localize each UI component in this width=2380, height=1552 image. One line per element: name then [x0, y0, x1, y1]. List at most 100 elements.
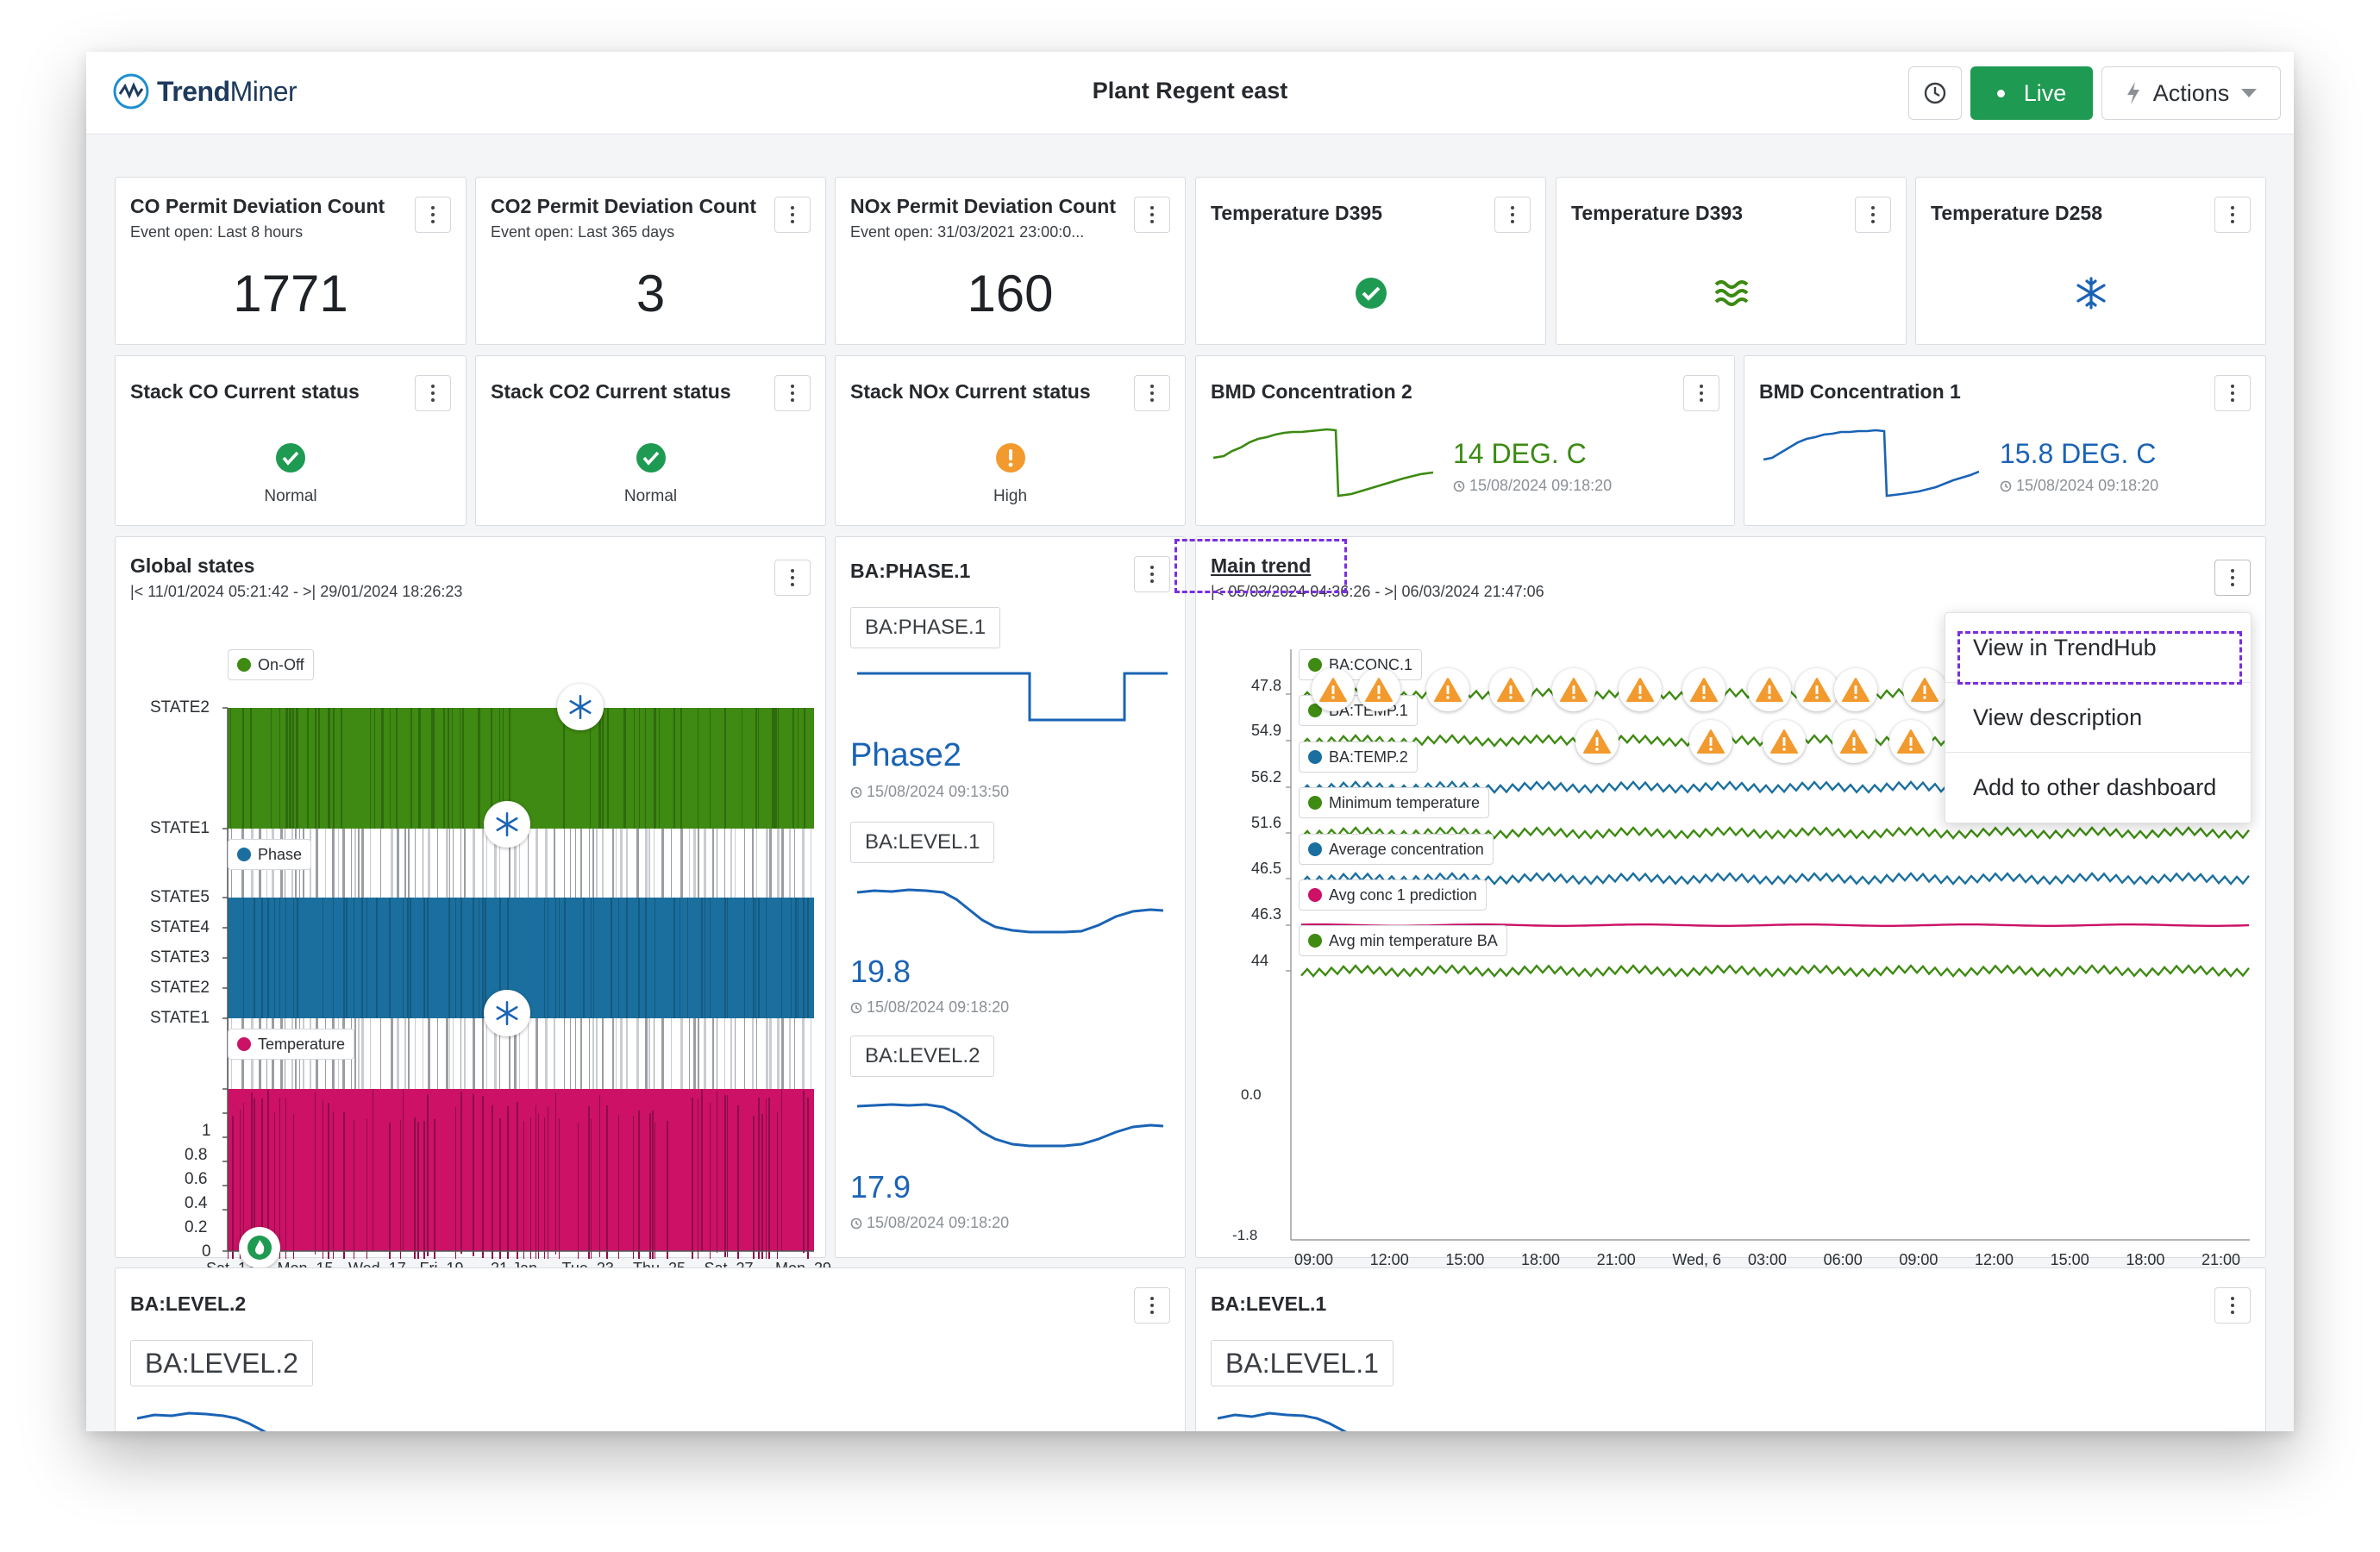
trend-legend-item[interactable]: Avg min temperature BA	[1299, 925, 1507, 956]
kebab-icon	[1700, 385, 1703, 402]
status-label: High	[993, 487, 1028, 505]
sparkline-chart	[1763, 429, 1979, 498]
tile-title: BMD Concentration 2	[1211, 380, 1412, 403]
trend-legend-item[interactable]: Average concentration	[1299, 834, 1494, 865]
tile-menu-button[interactable]	[1134, 556, 1170, 592]
series-current-value: 54.9	[1251, 722, 1282, 739]
tile-menu-button[interactable]	[1134, 375, 1170, 411]
tile-menu-button[interactable]	[774, 375, 811, 411]
kpi-value: 1771	[233, 265, 348, 322]
warning-marker[interactable]	[1489, 668, 1532, 711]
actions-button[interactable]: Actions	[2101, 66, 2281, 120]
state-marker[interactable]	[239, 1227, 280, 1268]
sparkline-value: 15.8 DEG. C	[2000, 438, 2157, 469]
warning-icon	[1319, 678, 1347, 702]
phase-panel-tile: BA:PHASE.1 BA:PHASE.1 Phase2 15/08/2024 …	[835, 536, 1186, 1258]
warning-icon	[1497, 678, 1525, 702]
state-marker[interactable]	[484, 990, 530, 1036]
live-button[interactable]: Live	[1970, 66, 2093, 120]
warning-marker[interactable]	[1834, 668, 1877, 711]
warning-marker[interactable]	[1689, 720, 1732, 763]
tile-menu-button[interactable]	[1683, 375, 1719, 411]
tile-menu-button[interactable]	[1134, 1287, 1170, 1324]
tile-title: BA:LEVEL.1	[1211, 1292, 1327, 1315]
history-button[interactable]	[1908, 66, 1962, 120]
warning-marker[interactable]	[1682, 668, 1726, 711]
warning-marker[interactable]	[1795, 668, 1838, 711]
check-circle-icon	[636, 443, 666, 472]
warning-marker[interactable]	[1312, 668, 1355, 711]
legend-label: Average concentration	[1329, 840, 1484, 858]
warning-marker[interactable]	[1552, 668, 1595, 711]
warning-marker[interactable]	[1763, 720, 1806, 763]
warning-marker[interactable]	[1832, 720, 1876, 763]
tile-menu-button[interactable]	[2214, 1287, 2251, 1324]
warning-marker[interactable]	[1619, 668, 1662, 711]
x-tick-label: 03:00	[1748, 1251, 1788, 1268]
state-marker[interactable]	[484, 801, 530, 848]
warning-marker[interactable]	[1426, 668, 1469, 711]
trend-legend-item[interactable]: Avg conc 1 prediction	[1299, 879, 1487, 911]
x-tick-label: 18:00	[1521, 1251, 1561, 1268]
tile-menu-button[interactable]	[2214, 375, 2251, 411]
timestamp-text: 15/08/2024 09:18:20	[867, 1214, 1010, 1231]
kebab-icon	[2231, 206, 2234, 223]
y-label: STATE2	[150, 979, 210, 997]
warning-icon	[1911, 678, 1938, 702]
tile-menu-button[interactable]	[774, 197, 811, 233]
tile-menu-button[interactable]	[774, 560, 811, 596]
legend-temperature[interactable]: Temperature	[228, 1029, 355, 1060]
live-button-label: Live	[2023, 79, 2067, 106]
warning-icon	[1690, 678, 1718, 702]
series-current-value: 47.8	[1251, 677, 1282, 694]
clock-icon	[1924, 82, 1946, 104]
main-trend-title[interactable]: Main trend	[1211, 554, 1312, 577]
series-current-value: 46.5	[1251, 860, 1282, 877]
x-tick-label: 09:00	[1294, 1251, 1334, 1268]
legend-phase[interactable]: Phase	[228, 839, 312, 870]
x-tick-label: 15:00	[1445, 1251, 1485, 1268]
state-marker[interactable]	[557, 684, 604, 730]
kebab-icon	[791, 206, 794, 223]
menu-item-add-to-other-dashboard[interactable]: Add to other dashboard	[1973, 773, 2217, 800]
logo-text: TrendMiner	[157, 75, 298, 107]
trend-series-line	[1300, 923, 2250, 927]
kebab-icon	[2231, 1297, 2234, 1314]
tile-menu-button[interactable]	[415, 197, 451, 233]
warning-marker[interactable]	[1889, 720, 1932, 763]
time-range: |< 05/03/2024 04:36:26 - >| 06/03/2024 2…	[1211, 583, 1544, 600]
trend-series-line	[1300, 964, 2250, 978]
legend-on-off[interactable]: On-Off	[228, 649, 314, 680]
tile-menu-button[interactable]	[1494, 197, 1531, 233]
warning-marker[interactable]	[1903, 668, 1946, 711]
tile-menu-button[interactable]	[415, 375, 451, 411]
x-tick-label: 09:00	[1899, 1251, 1938, 1268]
y-label: STATE2	[150, 698, 210, 717]
highlight-title	[1174, 539, 1347, 593]
kebab-icon	[2231, 569, 2234, 586]
menu-item-view-in-trendhub[interactable]: View in TrendHub	[1973, 634, 2157, 660]
tile-menu-button[interactable]	[1134, 197, 1170, 233]
tag-label: BA:LEVEL.2	[130, 1340, 313, 1386]
warning-marker[interactable]	[1575, 720, 1619, 763]
kpi-tile-co: CO Permit Deviation Count Event open: La…	[115, 177, 467, 345]
timestamp: 15/08/2024 09:18:20	[850, 998, 1009, 1017]
tile-menu-button[interactable]	[1855, 197, 1891, 233]
kpi-tile-nox: NOx Permit Deviation Count Event open: 3…	[835, 177, 1186, 345]
menu-item-view-description[interactable]: View description	[1973, 704, 2143, 730]
tile-subtitle: Event open: Last 365 days	[491, 223, 675, 241]
level-sparkline	[857, 1103, 1164, 1148]
dashboard-window: TrendMiner Plant Regent east Live Action…	[86, 52, 2294, 1431]
warning-icon	[1770, 729, 1798, 754]
trend-legend-item[interactable]: BA:TEMP.2	[1299, 742, 1418, 773]
warning-icon	[1583, 729, 1611, 754]
series-current-value: 44	[1251, 952, 1269, 969]
tile-menu-button[interactable]	[2214, 197, 2251, 233]
tile-menu-button[interactable]	[2214, 560, 2251, 596]
legend-label: BA:CONC.1	[1329, 655, 1413, 673]
y-label: STATE1	[150, 819, 210, 837]
trend-legend-item[interactable]: Minimum temperature	[1299, 787, 1490, 818]
sparkline-tile-bmd-concentration-1: BMD Concentration 1 15.8 DEG. C 15/08/20…	[1744, 355, 2266, 526]
warning-marker[interactable]	[1357, 668, 1400, 711]
warning-marker[interactable]	[1748, 668, 1791, 711]
